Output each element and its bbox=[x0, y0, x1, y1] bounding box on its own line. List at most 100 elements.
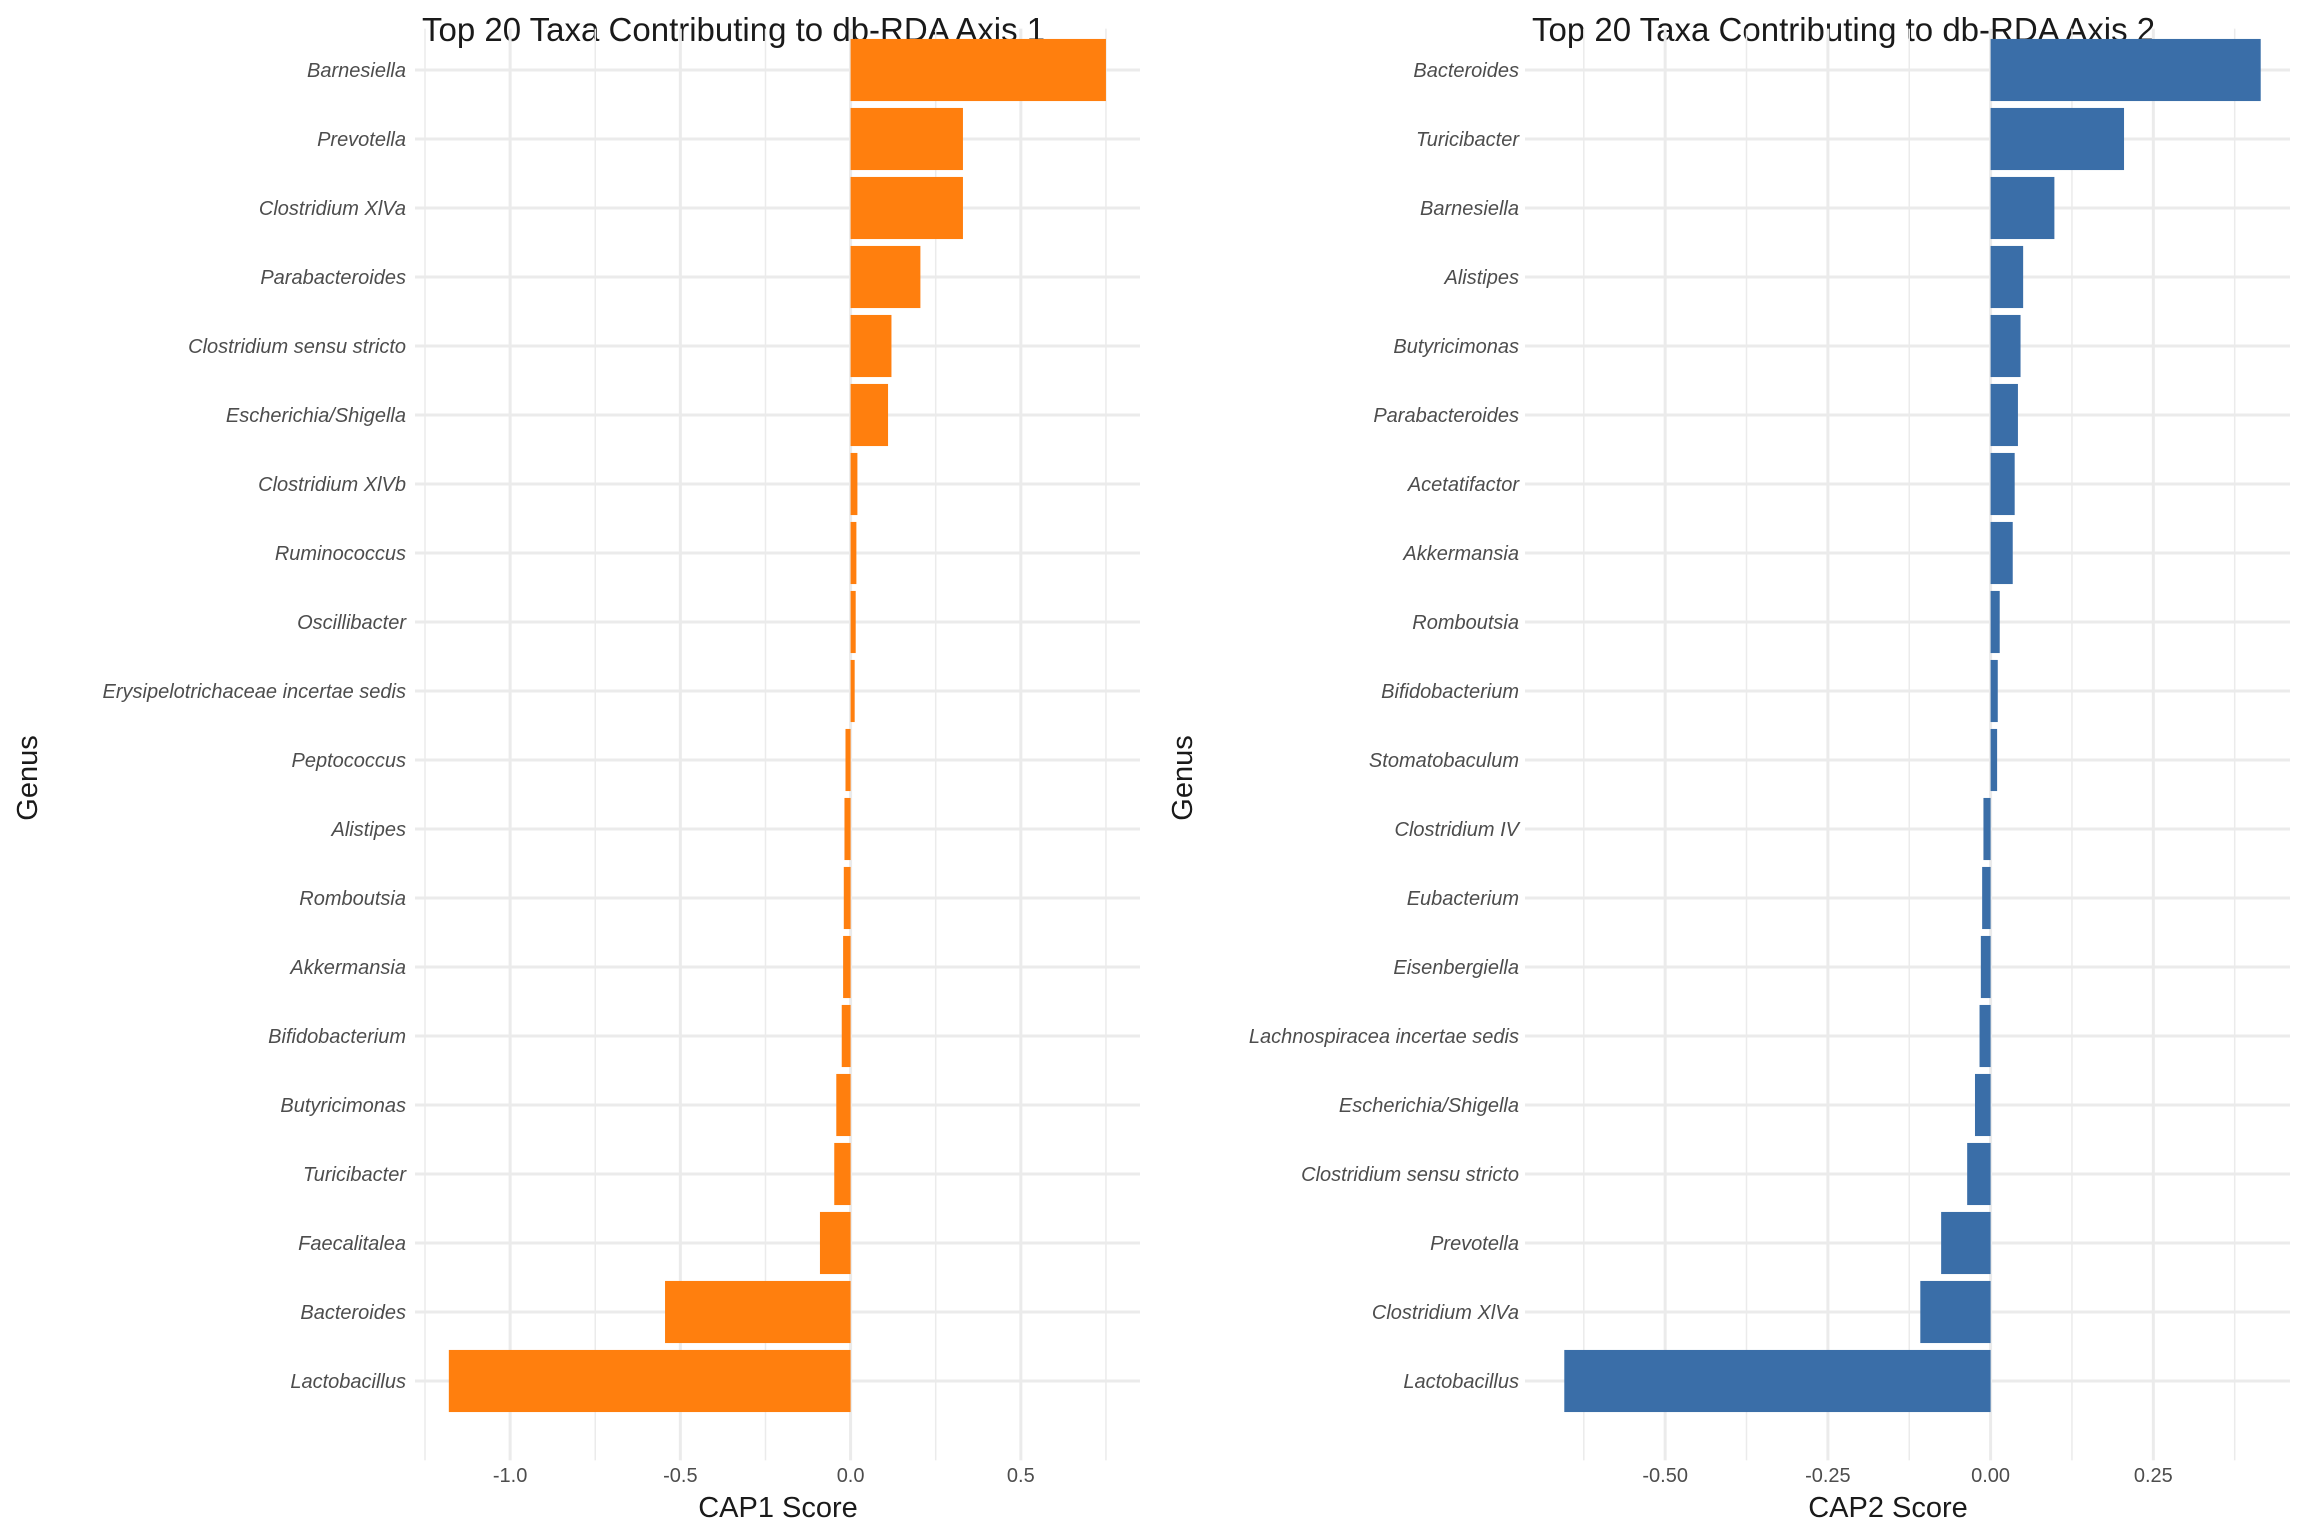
bar bbox=[665, 1280, 851, 1344]
x-axis-title: CAP1 Score bbox=[698, 1492, 858, 1524]
y-tick-label: Butyricimonas bbox=[1393, 336, 1519, 358]
bar bbox=[845, 728, 851, 792]
y-tick-label: Clostridium XlVa bbox=[1372, 1302, 1519, 1324]
bar bbox=[850, 590, 856, 654]
y-tick-label: Turicibacter bbox=[303, 1164, 407, 1186]
bar bbox=[1564, 1349, 1991, 1413]
bar bbox=[1990, 107, 2125, 171]
y-tick-label: Ruminococcus bbox=[275, 543, 406, 565]
y-tick-label: Escherichia/Shigella bbox=[226, 405, 406, 427]
y-tick-label: Turicibacter bbox=[1416, 129, 1520, 151]
y-tick-label: Lachnospiracea incertae sedis bbox=[1249, 1026, 1519, 1048]
bar bbox=[1990, 590, 2000, 654]
bar bbox=[850, 383, 889, 447]
x-tick-label: 0.25 bbox=[2134, 1465, 2173, 1487]
bars bbox=[1564, 38, 2261, 1413]
bar bbox=[834, 1142, 851, 1206]
x-tick-label: 0.00 bbox=[1971, 1465, 2010, 1487]
y-tick-label: Clostridium IV bbox=[1395, 819, 1521, 841]
y-tick-label: Bifidobacterium bbox=[1381, 681, 1519, 703]
bars bbox=[448, 38, 1106, 1413]
y-tick-label: Bacteroides bbox=[1413, 60, 1519, 82]
y-tick-label: Alistipes bbox=[1444, 267, 1519, 289]
bar bbox=[1979, 1004, 1991, 1068]
x-axis-title: CAP2 Score bbox=[1808, 1492, 1968, 1524]
bar bbox=[850, 521, 857, 585]
y-tick-label: Eubacterium bbox=[1407, 888, 1519, 910]
x-tick-label: -0.50 bbox=[1642, 1465, 1688, 1487]
bar bbox=[850, 38, 1106, 102]
bar bbox=[843, 935, 851, 999]
x-tick-label: 0.5 bbox=[1007, 1465, 1035, 1487]
y-tick-label: Acetatifactor bbox=[1407, 474, 1521, 496]
bar bbox=[1967, 1142, 1991, 1206]
bar bbox=[1990, 176, 2055, 240]
y-tick-label: Bifidobacterium bbox=[268, 1026, 406, 1048]
y-tick-label: Peptococcus bbox=[291, 750, 406, 772]
y-tick-label: Oscillibacter bbox=[297, 612, 407, 634]
y-tick-label: Akkermansia bbox=[289, 957, 406, 979]
bar bbox=[850, 245, 921, 309]
y-tick-label: Bacteroides bbox=[300, 1302, 406, 1324]
bar bbox=[850, 176, 963, 240]
x-tick-label: 0.0 bbox=[837, 1465, 865, 1487]
bar bbox=[1990, 245, 2024, 309]
y-tick-label: Romboutsia bbox=[1412, 612, 1519, 634]
bar bbox=[850, 452, 858, 516]
bar bbox=[850, 314, 892, 378]
bar bbox=[1990, 383, 2018, 447]
bar bbox=[1990, 38, 2261, 102]
y-tick-label: Akkermansia bbox=[1402, 543, 1519, 565]
y-tick-label: Parabacteroides bbox=[1373, 405, 1519, 427]
bar bbox=[1990, 521, 2013, 585]
y-tick-label: Stomatobaculum bbox=[1369, 750, 1519, 772]
x-tick-label: -0.25 bbox=[1805, 1465, 1851, 1487]
y-tick-label: Faecalitalea bbox=[298, 1233, 406, 1255]
y-tick-label: Prevotella bbox=[1430, 1233, 1519, 1255]
x-tick-labels: -0.50 -0.25 0.00 0.25 bbox=[1642, 1465, 2172, 1487]
bar bbox=[850, 107, 963, 171]
bar bbox=[843, 866, 851, 930]
y-tick-label: Clostridium XlVb bbox=[258, 474, 406, 496]
chart-panel-cap2: Top 20 Taxa Contributing to db-RDA Axis … bbox=[1167, 11, 2290, 1524]
bar bbox=[1982, 866, 1991, 930]
y-tick-label: Prevotella bbox=[317, 129, 406, 151]
x-tick-labels: -1.0 -0.5 0.0 0.5 bbox=[493, 1465, 1035, 1487]
gridlines bbox=[1525, 28, 2290, 1461]
bar bbox=[1990, 452, 2015, 516]
bar bbox=[1941, 1211, 1991, 1275]
y-tick-label: Clostridium sensu stricto bbox=[1301, 1164, 1519, 1186]
y-tick-label: Clostridium sensu stricto bbox=[188, 336, 406, 358]
bar bbox=[841, 1004, 851, 1068]
bar bbox=[1980, 935, 1991, 999]
bar bbox=[1990, 728, 1998, 792]
x-tick-label: -0.5 bbox=[663, 1465, 697, 1487]
y-tick-label: Parabacteroides bbox=[260, 267, 406, 289]
bar bbox=[1983, 797, 1991, 861]
y-tick-labels: Barnesiella Prevotella Clostridium XlVa Par… bbox=[103, 60, 408, 1393]
chart-panel-cap1: Top 20 Taxa Contributing to db-RDA Axis … bbox=[12, 11, 1140, 1524]
bar bbox=[850, 659, 855, 723]
x-tick-label: -1.0 bbox=[493, 1465, 527, 1487]
y-tick-label: Clostridium XlVa bbox=[259, 198, 406, 220]
bar bbox=[844, 797, 851, 861]
y-tick-label: Eisenbergiella bbox=[1393, 957, 1519, 979]
bar bbox=[1920, 1280, 1991, 1344]
bar bbox=[1990, 314, 2021, 378]
bar bbox=[1990, 659, 1998, 723]
y-tick-label: Lactobacillus bbox=[1403, 1371, 1519, 1393]
y-tick-label: Barnesiella bbox=[307, 60, 406, 82]
y-tick-label: Lactobacillus bbox=[290, 1371, 406, 1393]
bar bbox=[836, 1073, 851, 1137]
bar bbox=[448, 1349, 851, 1413]
y-tick-label: Escherichia/Shigella bbox=[1339, 1095, 1519, 1117]
y-tick-labels: Bacteroides Turicibacter Barnesiella Alisti… bbox=[1249, 60, 1521, 1393]
bar bbox=[819, 1211, 851, 1275]
y-tick-label: Erysipelotrichaceae incertae sedis bbox=[103, 681, 407, 703]
y-tick-label: Romboutsia bbox=[299, 888, 406, 910]
bar bbox=[1974, 1073, 1991, 1137]
y-tick-label: Alistipes bbox=[331, 819, 406, 841]
y-tick-label: Barnesiella bbox=[1420, 198, 1519, 220]
